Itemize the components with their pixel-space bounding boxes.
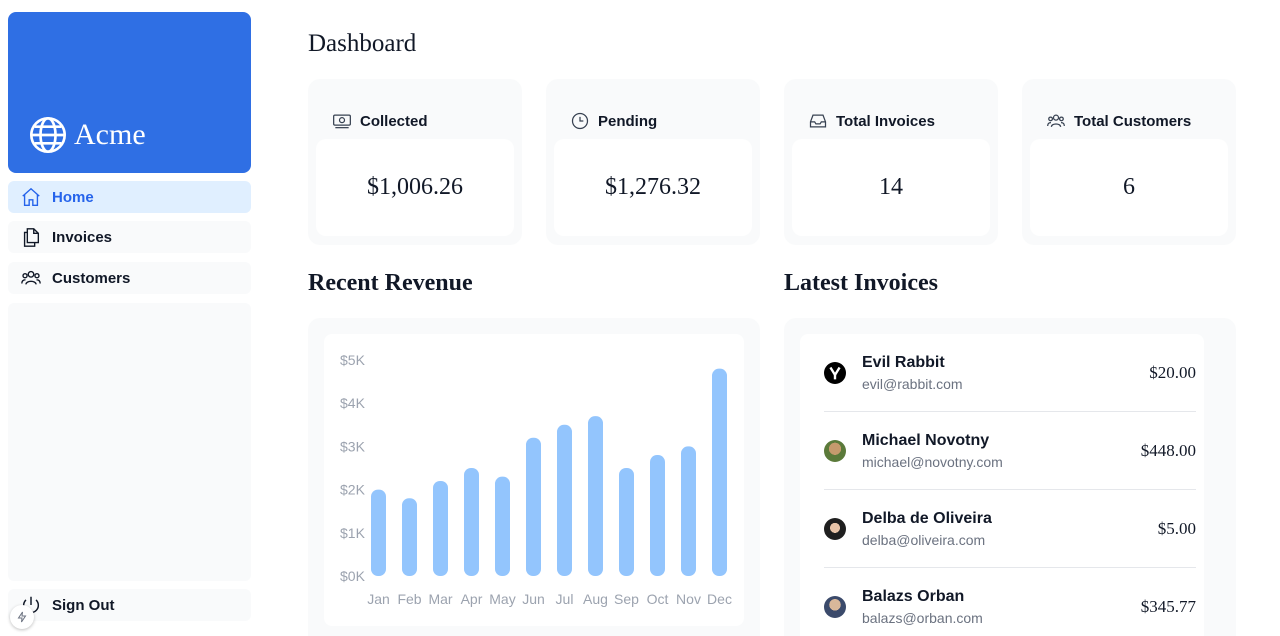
y-tick-label: $2K <box>340 482 366 498</box>
sidebar-item-label: Invoices <box>52 228 113 246</box>
x-tick-label: Jul <box>556 591 574 607</box>
customer-name: Balazs Orban <box>862 588 965 605</box>
sidebar-item-label: Home <box>52 188 94 206</box>
invoice-amount: $448.00 <box>1140 440 1196 460</box>
home-icon <box>22 187 40 206</box>
list-item[interactable]: Evil Rabbit evil@rabbit.com $20.00 <box>824 334 1196 412</box>
card-collected: Collected $1,006.26 <box>308 79 522 245</box>
card-total-invoices: Total Invoices 14 <box>784 79 998 245</box>
sidebar-item-customers[interactable]: Customers <box>8 262 251 294</box>
lightning-icon <box>17 611 27 623</box>
rabbit-logo-icon <box>829 366 841 379</box>
y-tick-label: $1K <box>340 525 366 541</box>
y-tick-label: $3K <box>340 438 366 454</box>
revenue-bar[interactable] <box>371 489 386 576</box>
invoice-amount: $345.77 <box>1140 597 1196 616</box>
card-value: $1,006.26 <box>316 139 514 236</box>
revenue-bar[interactable] <box>495 476 510 576</box>
invoice-amount: $5.00 <box>1157 518 1196 538</box>
customer-email: michael@novotny.com <box>862 453 1003 470</box>
avatar <box>824 517 846 540</box>
revenue-bar[interactable] <box>557 424 572 576</box>
x-tick-label: Jun <box>522 591 545 607</box>
inbox-icon <box>809 114 827 128</box>
revenue-bar[interactable] <box>650 455 665 576</box>
y-tick-label: $4K <box>340 395 366 411</box>
x-tick-label: Dec <box>707 591 732 607</box>
invoice-amount: $20.00 <box>1149 362 1196 382</box>
customer-name: Evil Rabbit <box>862 353 945 371</box>
logo-banner[interactable]: Acme <box>8 12 251 173</box>
card-title: Collected <box>360 112 428 130</box>
latest-invoices-list: Evil Rabbit evil@rabbit.com $20.00 Micha… <box>800 334 1204 636</box>
documents-icon <box>23 228 40 247</box>
revenue-bar[interactable] <box>464 468 479 576</box>
x-tick-label: Mar <box>428 591 452 607</box>
page-title: Dashboard <box>308 30 417 57</box>
y-tick-label: $5K <box>340 352 366 368</box>
banknotes-icon <box>333 114 351 129</box>
y-tick-label: $0K <box>340 568 366 584</box>
customer-name: Michael Novotny <box>862 431 990 449</box>
card-title: Pending <box>598 112 658 130</box>
sign-out-label: Sign Out <box>52 596 115 614</box>
revenue-bar[interactable] <box>619 468 634 576</box>
sign-out-button[interactable]: Sign Out <box>8 589 251 621</box>
user-group-icon <box>1047 114 1065 128</box>
sidebar-item-label: Customers <box>52 269 131 287</box>
customer-email: evil@rabbit.com <box>862 375 963 392</box>
avatar <box>824 361 846 384</box>
logo: Acme <box>28 115 146 155</box>
revenue-bar[interactable] <box>712 368 727 576</box>
x-tick-label: Aug <box>583 591 608 607</box>
card-title: Total Invoices <box>836 112 935 130</box>
revenue-bar[interactable] <box>526 437 541 576</box>
revenue-bar[interactable] <box>681 446 696 576</box>
x-tick-label: Feb <box>397 591 421 607</box>
latest-invoices-title: Latest Invoices <box>784 270 938 296</box>
x-tick-label: Jan <box>367 591 390 607</box>
list-item[interactable]: Delba de Oliveira delba@oliveira.com $5.… <box>824 490 1196 568</box>
card-value: 6 <box>1030 139 1228 236</box>
sidebar-spacer <box>8 303 251 581</box>
avatar <box>824 439 846 462</box>
card-title: Total Customers <box>1074 112 1192 130</box>
customer-email: delba@oliveira.com <box>862 531 986 548</box>
x-tick-label: Apr <box>461 591 483 607</box>
x-tick-label: Nov <box>676 591 701 607</box>
x-tick-label: Oct <box>647 591 669 607</box>
avatar <box>824 596 846 618</box>
brand-name: Acme <box>74 118 146 151</box>
list-item[interactable]: Michael Novotny michael@novotny.com $448… <box>824 412 1196 490</box>
revenue-bar[interactable] <box>433 480 448 576</box>
card-value: 14 <box>792 139 990 236</box>
card-value: $1,276.32 <box>554 139 752 236</box>
revenue-title: Recent Revenue <box>308 270 473 296</box>
list-item[interactable]: Balazs Orban balazs@orban.com $345.77 <box>824 568 1196 636</box>
sidebar-item-invoices[interactable]: Invoices <box>8 221 251 253</box>
clock-icon <box>571 112 589 130</box>
x-tick-label: Sep <box>614 591 639 607</box>
sidebar-item-home[interactable]: Home <box>8 181 251 213</box>
customer-email: balazs@orban.com <box>862 610 983 626</box>
revenue-bar[interactable] <box>588 416 603 576</box>
revenue-chart: $5K $4K $3K $2K $1K $0K Jan Feb Mar Apr May Jun Jul A… <box>324 334 744 626</box>
globe-icon <box>30 117 66 153</box>
revenue-bar[interactable] <box>402 498 417 576</box>
dev-tools-badge[interactable] <box>10 605 34 629</box>
customer-name: Delba de Oliveira <box>862 509 992 527</box>
card-total-customers: Total Customers 6 <box>1022 79 1236 245</box>
users-icon <box>21 270 41 285</box>
card-pending: Pending $1,276.32 <box>546 79 760 245</box>
x-tick-label: May <box>489 591 515 607</box>
latest-invoices-panel: Evil Rabbit evil@rabbit.com $20.00 Micha… <box>784 318 1236 636</box>
revenue-chart-panel: $5K $4K $3K $2K $1K $0K Jan Feb Mar Apr May Jun Jul A… <box>308 318 760 636</box>
